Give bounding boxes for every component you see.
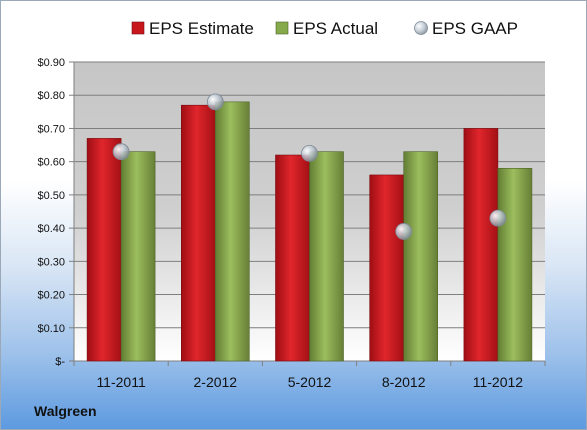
bar-eps-estimate	[86, 138, 122, 362]
company-label: Walgreen	[34, 403, 97, 419]
x-tick-label: 11-2011	[96, 374, 146, 390]
bars	[86, 101, 533, 362]
y-axis: $- $0.10 $0.20 $0.30 $0.40 $0.50 $0.60 $0.70 $0.…	[37, 57, 545, 368]
point-eps-gaap	[489, 209, 507, 227]
x-axis: 11-2011 2-2012 5-2012 8-2012 11-2012	[73, 361, 546, 390]
bar-eps-estimate	[181, 104, 216, 362]
bar-eps-actual	[309, 151, 344, 362]
legend-label: EPS Estimate	[149, 19, 254, 38]
legend: EPS Estimate EPS Actual EPS GAAP	[131, 19, 518, 38]
y-tick-label: $0.20	[37, 290, 65, 302]
legend-swatch	[414, 21, 428, 35]
bar-eps-estimate	[275, 154, 310, 362]
legend-label: EPS Actual	[293, 19, 378, 38]
x-tick-label: 11-2012	[473, 374, 524, 390]
y-tick-label: $0.90	[37, 57, 65, 69]
y-tick-label: $0.50	[37, 190, 65, 202]
y-tick-label: $0.60	[37, 157, 65, 169]
point-eps-gaap	[395, 223, 413, 240]
y-tick-label: $0.10	[37, 323, 65, 335]
y-tick-label: $0.70	[37, 123, 65, 135]
bar-eps-actual	[403, 151, 439, 362]
bar-eps-actual	[215, 101, 250, 362]
y-tick-label: $0.80	[37, 90, 65, 102]
x-tick-label: 2-2012	[194, 374, 238, 390]
x-tick-label: 5-2012	[288, 374, 332, 390]
legend-swatch	[275, 21, 289, 35]
y-tick-label: $0.30	[37, 256, 65, 268]
legend-swatch	[131, 21, 145, 35]
x-tick-label: 8-2012	[382, 374, 426, 390]
point-eps-gaap	[301, 144, 318, 162]
point-eps-gaap	[206, 93, 224, 111]
bar-eps-actual	[497, 168, 533, 362]
point-eps-gaap	[112, 143, 130, 161]
gaap-points	[112, 93, 507, 240]
bar-eps-actual	[120, 151, 156, 362]
bar-eps-estimate	[369, 174, 405, 362]
y-tick-label: $-	[55, 356, 65, 368]
legend-label: EPS GAAP	[432, 19, 518, 38]
y-tick-label: $0.40	[37, 223, 65, 235]
bar-eps-estimate	[463, 128, 499, 362]
